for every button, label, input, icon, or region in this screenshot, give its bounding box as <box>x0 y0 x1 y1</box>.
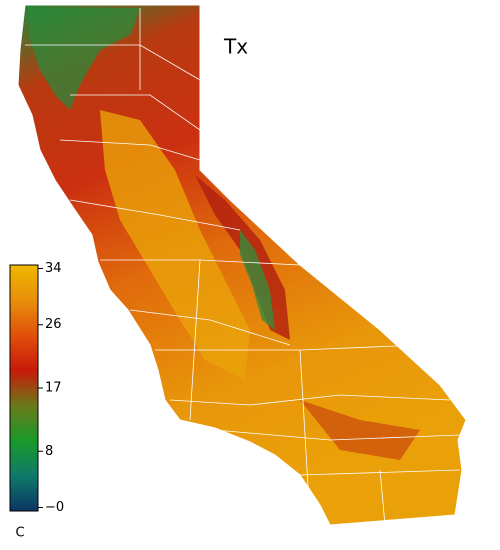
county-lines <box>25 8 461 526</box>
california-map <box>17 4 467 526</box>
colorbar-unit: C <box>15 526 24 541</box>
colorbar-tick-label: 8 <box>45 444 53 459</box>
northern-forest <box>30 8 140 110</box>
colorbar: 34 26 17 8 −0 <box>9 261 64 515</box>
colorbar-tick-label: 17 <box>45 381 62 396</box>
desert-ridges <box>300 400 420 460</box>
colorbar-tick-label: 26 <box>45 317 62 332</box>
colorbar-tick-label: −0 <box>45 500 64 515</box>
high-sierra <box>240 230 275 330</box>
map-title: Tx <box>223 35 248 59</box>
central-valley <box>100 110 250 380</box>
colorbar-ramp <box>9 264 39 512</box>
colorbar-tick-label: 34 <box>45 261 62 276</box>
